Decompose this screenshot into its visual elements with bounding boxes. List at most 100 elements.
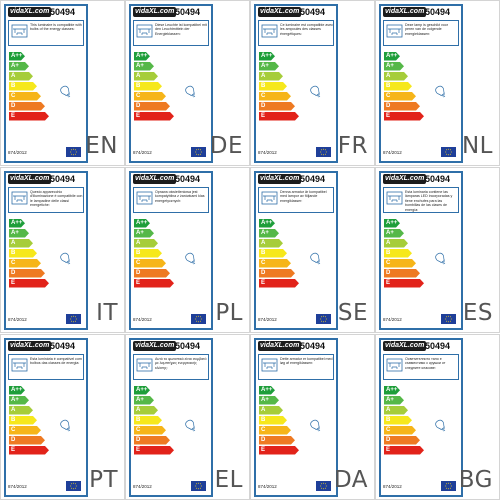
language-code: DE <box>209 133 243 159</box>
regulation-number: 874/2012 <box>383 317 402 322</box>
regulation-number: 874/2012 <box>133 484 152 489</box>
energy-label-panel-nl: vidaXL.com 50494 Deze lamp is geschikt v… <box>375 0 500 166</box>
energy-class-bar: C <box>259 426 291 435</box>
compatibility-text: Dette armatur er kompatibel med løg af e… <box>280 357 333 366</box>
eu-flag-icon <box>316 481 331 491</box>
energy-class-bar: A++ <box>134 386 150 395</box>
energy-label-card: vidaXL.com 50494 Осветителното тяло е съ… <box>379 338 463 497</box>
product-code: 50494 <box>300 174 326 184</box>
energy-label-card: vidaXL.com 50494 Oprawa oświetleniowa je… <box>129 171 213 330</box>
energy-class-scale: A++ A+ A B C D E <box>259 52 335 132</box>
energy-class-bar: A+ <box>259 62 279 71</box>
energy-class-bar: D <box>259 436 295 445</box>
regulation-number: 874/2012 <box>8 317 27 322</box>
energy-class-bar: A+ <box>9 229 29 238</box>
energy-label-panel-en: vidaXL.com 50494 This luminaire is compa… <box>0 0 125 166</box>
compatibility-box: Esta luminária é compatível com bolbos d… <box>8 354 84 380</box>
energy-class-bar: E <box>134 446 174 455</box>
energy-label-card: vidaXL.com 50494 This luminaire is compa… <box>4 4 88 163</box>
energy-class-scale: A++ A+ A B C D E <box>9 52 85 132</box>
eu-flag-icon <box>191 147 206 157</box>
energy-class-bar: E <box>9 112 49 121</box>
compatibility-text: Esta luminaria contiene las lámparas LED… <box>405 190 453 212</box>
product-code: 50494 <box>300 341 326 351</box>
energy-class-bar: A+ <box>9 396 29 405</box>
energy-class-bar: A++ <box>259 219 275 228</box>
eu-flag-icon <box>66 147 81 157</box>
compatibility-box: Deze lamp is geschikt voor peren van de … <box>383 20 459 46</box>
regulation-number: 874/2012 <box>258 317 277 322</box>
energy-class-bar: C <box>134 259 166 268</box>
energy-label-panel-it: vidaXL.com 50494 Questo apparecchio d'il… <box>0 167 125 333</box>
energy-class-bar: E <box>384 112 424 121</box>
energy-class-bar: A <box>134 239 158 248</box>
brand-row: vidaXL.com 50494 <box>6 173 86 185</box>
energy-class-bar: A+ <box>259 229 279 238</box>
brand-row: vidaXL.com 50494 <box>381 6 461 18</box>
bulb-icon <box>310 252 321 265</box>
energy-class-bar: A++ <box>134 219 150 228</box>
energy-class-bar: A+ <box>134 396 154 405</box>
energy-class-bar: B <box>384 416 412 425</box>
lamp-icon <box>386 24 403 38</box>
compatibility-box: Esta luminaria contiene las lámparas LED… <box>383 187 459 213</box>
product-code: 50494 <box>425 174 451 184</box>
energy-class-bar: D <box>134 269 170 278</box>
eu-flag-icon <box>66 314 81 324</box>
energy-class-bar: A <box>384 72 408 81</box>
bulb-icon <box>60 252 71 265</box>
energy-class-bar: B <box>384 249 412 258</box>
energy-label-panel-da: vidaXL.com 50494 Dette armatur er kompat… <box>250 334 375 500</box>
energy-class-bar: E <box>134 112 174 121</box>
energy-class-bar: A <box>9 406 33 415</box>
energy-class-bar: D <box>259 102 295 111</box>
energy-class-bar: B <box>9 82 37 91</box>
eu-flag-icon <box>441 314 456 324</box>
brand-logo: vidaXL.com <box>133 174 177 184</box>
energy-class-scale: A++ A+ A B C D E <box>134 219 210 299</box>
energy-class-bar: A <box>259 239 283 248</box>
energy-class-bar: A++ <box>384 219 400 228</box>
brand-logo: vidaXL.com <box>8 174 52 184</box>
energy-label-card: vidaXL.com 50494 Esta luminária é compat… <box>4 338 88 497</box>
compatibility-text: Αυτό το φωτιστικό είναι συμβατό με λαμπτ… <box>155 357 207 370</box>
energy-class-bar: A <box>259 72 283 81</box>
bulb-icon <box>60 85 71 98</box>
energy-class-bar: E <box>384 279 424 288</box>
energy-label-card: vidaXL.com 50494 Esta luminaria contiene… <box>379 171 463 330</box>
energy-class-bar: B <box>9 416 37 425</box>
compatibility-text: Diese Leuchte ist kompatibel mit den Leu… <box>155 23 207 36</box>
brand-row: vidaXL.com 50494 <box>131 173 211 185</box>
bulb-icon <box>435 419 446 432</box>
product-code: 50494 <box>425 7 451 17</box>
lamp-icon <box>386 191 403 205</box>
energy-class-bar: A <box>384 239 408 248</box>
energy-class-bar: E <box>259 446 299 455</box>
energy-class-bar: D <box>9 102 45 111</box>
energy-class-bar: C <box>259 259 291 268</box>
eu-flag-icon <box>316 314 331 324</box>
energy-class-scale: A++ A+ A B C D E <box>259 219 335 299</box>
compatibility-box: Questo apparecchio d'illuminazione è com… <box>8 187 84 213</box>
regulation-number: 874/2012 <box>383 150 402 155</box>
energy-class-bar: C <box>134 426 166 435</box>
regulation-number: 874/2012 <box>8 150 27 155</box>
energy-class-bar: A++ <box>259 386 275 395</box>
energy-label-panel-fr: vidaXL.com 50494 Ce luminaire est compat… <box>250 0 375 166</box>
product-code: 50494 <box>175 174 201 184</box>
compatibility-box: This luminaire is compatible with bulbs … <box>8 20 84 46</box>
energy-class-bar: B <box>259 416 287 425</box>
energy-class-bar: A <box>134 72 158 81</box>
language-code: SE <box>337 300 368 326</box>
compatibility-text: Questo apparecchio d'illuminazione è com… <box>30 190 83 208</box>
energy-class-bar: A++ <box>384 52 400 61</box>
eu-flag-icon <box>191 314 206 324</box>
regulation-number: 874/2012 <box>8 484 27 489</box>
energy-class-bar: A+ <box>259 396 279 405</box>
brand-logo: vidaXL.com <box>8 341 52 351</box>
energy-class-bar: E <box>9 446 49 455</box>
compatibility-text: Oprawa oświetleniowa jest kompatybilna z… <box>155 190 205 203</box>
lamp-icon <box>136 191 153 205</box>
brand-row: vidaXL.com 50494 <box>256 173 336 185</box>
language-code: ES <box>462 300 493 326</box>
